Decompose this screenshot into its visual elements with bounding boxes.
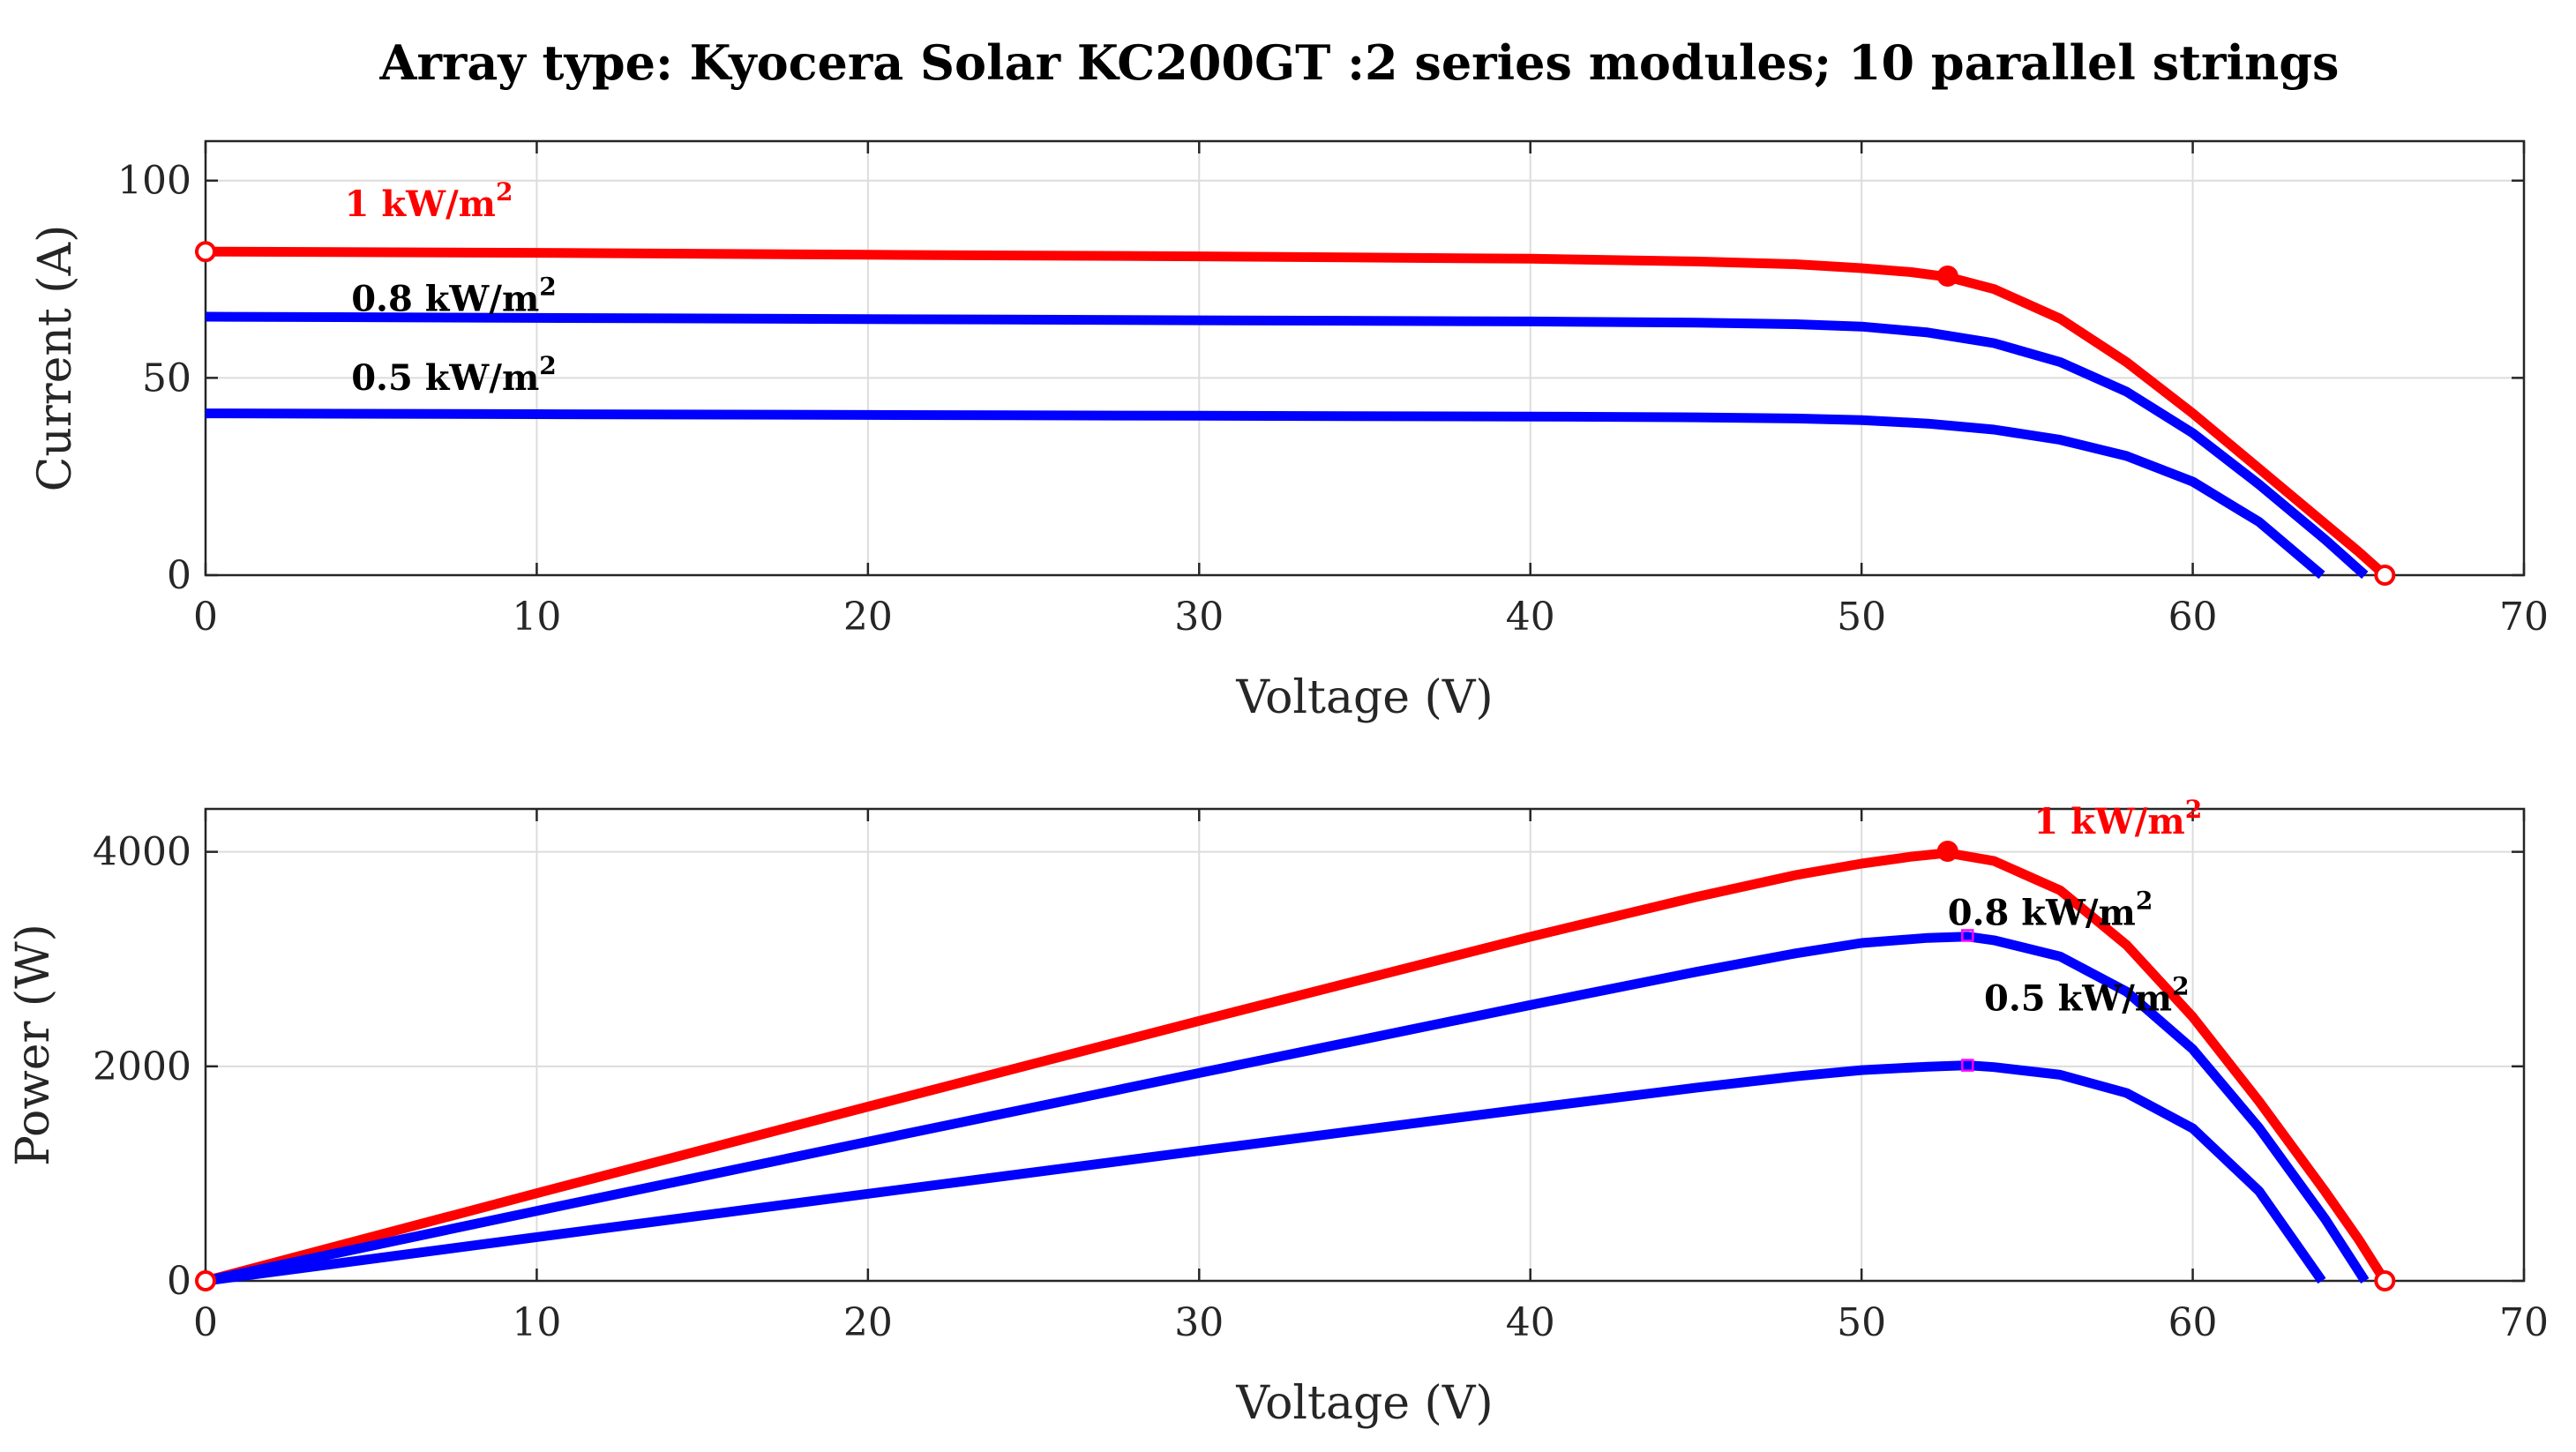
series-line-0-8-kw [204,932,2370,1286]
irradiance-label: 1 kW/m2 [345,177,513,225]
y-axis-label: Current (A) [29,225,82,492]
x-tick-label: 50 [1837,595,1886,640]
y-axis-label: Power (W) [7,924,60,1166]
irradiance-label: 0.5 kW/m2 [1984,972,2190,1020]
x-tick-label: 40 [1506,595,1555,640]
irradiance-label-text: 0.8 kW/m [1948,892,2136,933]
y-tick-label: 50 [142,356,191,400]
y-tick-label: 0 [167,553,191,598]
series-line-0-5-kw [205,1060,2326,1286]
x-tick-label: 30 [1174,1300,1224,1345]
x-tick-label: 10 [512,595,561,640]
x-axis-label: Voltage (V) [1235,671,1493,724]
irradiance-label-text: 1 kW/m [2033,801,2184,842]
y-tick-label: 0 [167,1259,191,1304]
irradiance-label-text: 0.5 kW/m [351,357,539,399]
y-tick-label: 100 [117,159,191,204]
mpp-marker [1936,841,1958,863]
irradiance-label-text: 0.8 kW/m [351,278,539,319]
irradiance-label-superscript: 2 [2136,886,2153,915]
iv-chart: 0 10 20 30 40 50 60 70 0 50 100 Voltage (V) Current … [29,139,2549,724]
irradiance-label-superscript: 2 [496,177,513,206]
x-tick-label: 50 [1837,1300,1886,1345]
x-tick-label: 10 [512,1300,561,1345]
irradiance-label-superscript: 2 [539,272,556,301]
irradiance-label: 0.8 kW/m2 [1948,886,2153,933]
series-line-1-kw [205,246,2388,580]
x-tick-label: 70 [2499,1300,2549,1345]
x-tick-label: 60 [2168,595,2218,640]
axes-frame [204,139,2526,577]
y-tick-label: 4000 [93,830,191,875]
irradiance-label-text: 1 kW/m [345,183,496,225]
irradiance-label-text: 0.5 kW/m [1984,978,2172,1020]
endpoint-marker [2374,1270,2396,1291]
y-tick-label: 2000 [93,1044,191,1089]
endpoint-marker [195,241,216,263]
mpp-marker [1936,265,1958,287]
x-tick-label: 70 [2499,595,2549,640]
x-tick-label: 0 [193,1300,218,1345]
series-line-0-5-kw [205,408,2325,580]
irradiance-label-superscript: 2 [2172,972,2189,1001]
irradiance-label-superscript: 2 [539,351,556,380]
x-axis-label: Voltage (V) [1235,1377,1493,1430]
irradiance-label: 1 kW/m2 [2033,795,2202,842]
series-line-0-8-kw [205,311,2369,580]
axes-frame [204,807,2526,1283]
irradiance-label: 0.8 kW/m2 [351,272,557,319]
irradiance-label-superscript: 2 [2185,795,2202,824]
x-tick-label: 20 [843,1300,893,1345]
x-tick-label: 20 [843,595,893,640]
x-tick-label: 30 [1174,595,1224,640]
x-tick-label: 0 [193,595,218,640]
x-tick-label: 40 [1506,1300,1555,1345]
x-tick-label: 60 [2168,1300,2218,1345]
irradiance-label: 0.5 kW/m2 [351,351,557,399]
series-line-1-kw [204,848,2389,1286]
mpp-marker [1961,1059,1974,1072]
mpp-marker [1961,929,1974,942]
endpoint-marker [2374,565,2396,586]
pv-chart: 0 10 20 30 40 50 60 70 0 2000 4000 Voltage (V) Power… [7,795,2549,1430]
endpoint-marker [195,1270,216,1291]
chart-title: Array type: Kyocera Solar KC200GT :2 ser… [379,34,2340,91]
